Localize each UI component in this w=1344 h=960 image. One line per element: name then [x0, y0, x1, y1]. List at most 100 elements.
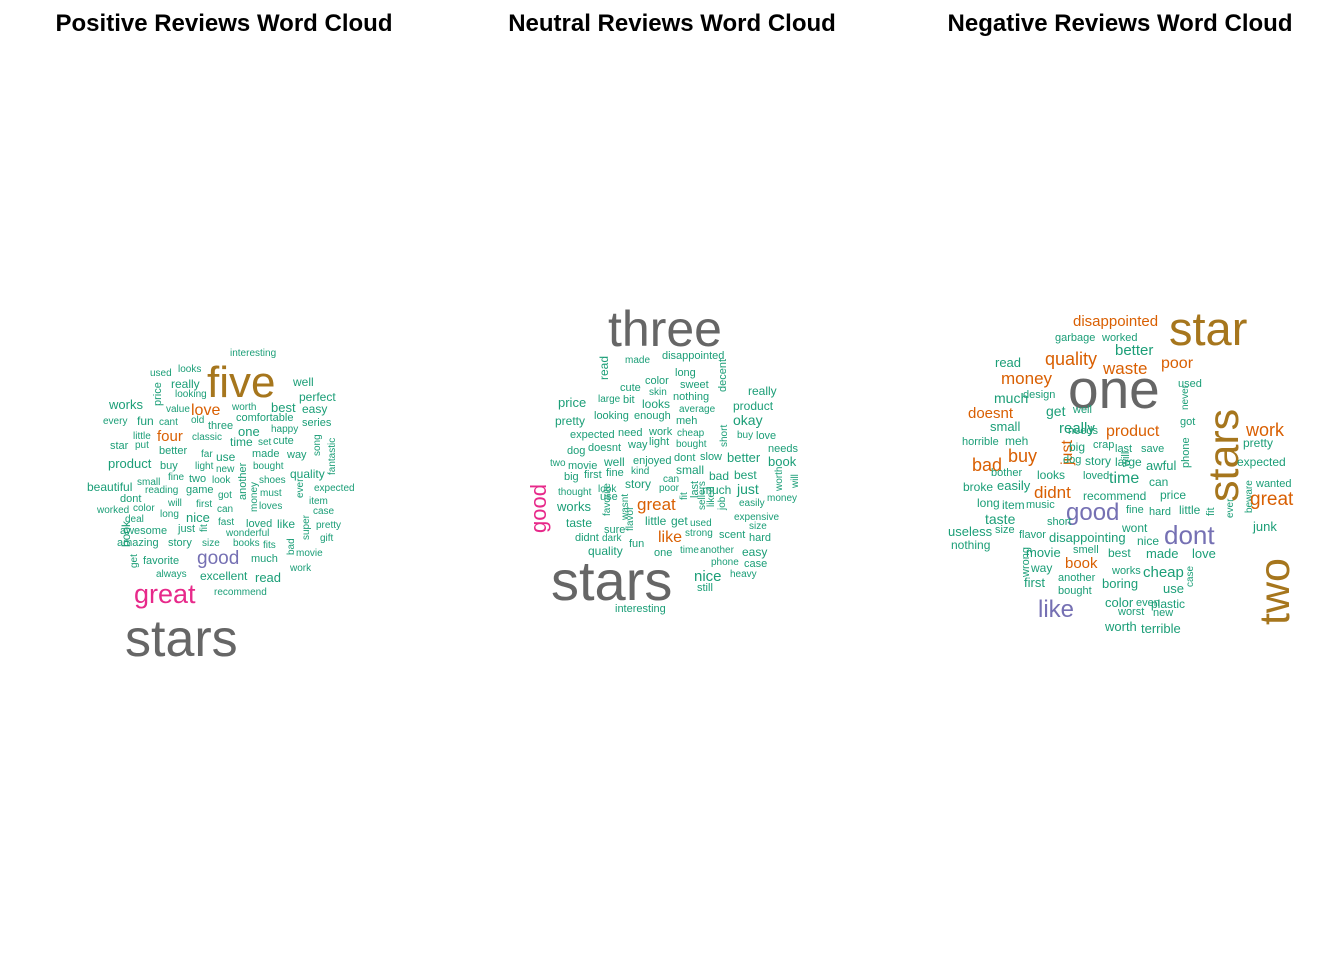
cloud-word: item	[309, 496, 328, 507]
cloud-word: looks	[178, 364, 202, 375]
cloud-word: hard	[1149, 506, 1172, 518]
cloud-word: enough	[634, 410, 671, 422]
cloud-word: recommend	[214, 587, 267, 598]
cloud-word: strong	[685, 528, 713, 539]
cloud-word: fast	[218, 517, 235, 528]
cloud-word: well	[1073, 404, 1092, 416]
cloud-word: old	[191, 415, 205, 426]
cloud-word: work	[649, 426, 673, 438]
cloud-word: another	[700, 545, 734, 556]
cloud-word: never	[1180, 384, 1191, 410]
cloud-word: liked	[706, 486, 717, 507]
cloud-word: dog	[1063, 454, 1082, 466]
cloud-word: sure	[604, 524, 626, 536]
cloud-word: looks	[642, 397, 671, 411]
cloud-word: fits	[263, 540, 276, 551]
cloud-word: dont	[674, 452, 696, 464]
cloud-word: well	[293, 375, 314, 389]
cloud-word: beautiful	[87, 480, 133, 494]
cloud-word: will	[790, 474, 801, 488]
cloud-word: best	[271, 400, 296, 415]
cloud-word: slow	[700, 451, 723, 463]
cloud-word: small	[990, 419, 1021, 434]
cloud-word: product	[1106, 423, 1160, 440]
cloud-word: made	[1146, 546, 1179, 561]
cloud-word: bother	[991, 467, 1023, 479]
cloud-word: bought	[676, 439, 707, 450]
cloud-word: smell	[1073, 544, 1099, 556]
cloud-word: worth	[1105, 619, 1137, 634]
cloud-word: works	[557, 499, 591, 514]
cloud-word: look	[212, 475, 231, 486]
cloud-word: case	[744, 558, 768, 570]
cloud-word: like	[658, 529, 683, 546]
cloud-word: happy	[271, 424, 299, 435]
cloud-word: phone	[1180, 437, 1192, 468]
cloud-word: junk	[1253, 519, 1277, 534]
cloud-word: another	[1058, 572, 1096, 584]
cloud-word: will	[1120, 451, 1132, 467]
cloud-word: cheap	[677, 428, 705, 439]
cloud-word: wanted	[1256, 478, 1292, 490]
cloud-word: bad	[709, 469, 730, 483]
cloud-word: story	[168, 537, 192, 549]
cloud-word: way	[1031, 561, 1053, 575]
cloud-word: kind	[631, 466, 650, 477]
cloud-word: small	[676, 463, 705, 477]
cloud-word: disappointing	[1049, 530, 1126, 545]
cloud-word: used	[690, 518, 712, 529]
cloud-word: awful	[1146, 458, 1177, 473]
cloud-word: used	[150, 368, 172, 379]
cloud-word: didnt	[1034, 483, 1071, 502]
cloud-word: money	[767, 493, 798, 504]
cloud-word: need	[618, 427, 643, 439]
cloud-word: use	[1163, 581, 1184, 596]
cloud-word: plastic	[1151, 597, 1186, 611]
cloud-word: first	[1024, 575, 1045, 590]
cloud-word: first	[584, 469, 602, 481]
cloud-word: much	[251, 553, 278, 565]
cloud-word: great	[134, 579, 196, 609]
cloud-word: price	[558, 395, 587, 410]
cloud-word: read	[597, 355, 611, 380]
cloud-word: worst	[1118, 606, 1145, 618]
cloud-word: enjoyed	[633, 455, 672, 467]
negative-word-cloud: disappointed star garbage worked better read q…	[896, 0, 1344, 960]
cloud-word: little	[1179, 503, 1201, 517]
cloud-word: deal	[125, 514, 144, 525]
cloud-word: love	[756, 430, 777, 442]
cloud-word: scent	[719, 529, 746, 541]
cloud-word: doesnt	[968, 405, 1014, 422]
cloud-word: movie	[296, 548, 323, 559]
cloud-word: nice	[186, 510, 210, 525]
cloud-word: made	[625, 355, 651, 366]
cloud-word: movie	[568, 460, 598, 472]
cloud-word: bad	[972, 455, 1003, 475]
cloud-word: thought	[558, 487, 592, 498]
cloud-word: easily	[739, 498, 765, 509]
cloud-word: didnt	[575, 532, 599, 544]
cloud-word: really	[748, 384, 777, 398]
cloud-word: size	[202, 538, 220, 549]
cloud-word: use	[216, 450, 236, 464]
cloud-word: skin	[649, 387, 667, 398]
cloud-word: loves	[259, 501, 283, 512]
cloud-word: can	[1149, 475, 1169, 489]
cloud-word: sellers	[697, 481, 708, 510]
cloud-word: product	[108, 456, 152, 471]
cloud-word: wont	[1122, 521, 1148, 535]
cloud-word: new	[216, 464, 235, 475]
cloud-word: recommend	[1083, 489, 1147, 503]
cloud-word: cute	[273, 435, 294, 447]
cloud-word: looking	[594, 410, 629, 422]
cloud-word: product	[733, 399, 774, 413]
cloud-word: five	[207, 358, 276, 407]
cloud-word: nothing	[673, 391, 710, 403]
cloud-word: nice	[694, 568, 722, 585]
cloud-word: dont	[120, 493, 142, 505]
cloud-word: loved	[246, 518, 273, 530]
cloud-word: fun	[137, 414, 154, 428]
cloud-word: small	[137, 477, 161, 488]
cloud-word: put	[135, 440, 149, 451]
cloud-word: can	[663, 474, 680, 485]
